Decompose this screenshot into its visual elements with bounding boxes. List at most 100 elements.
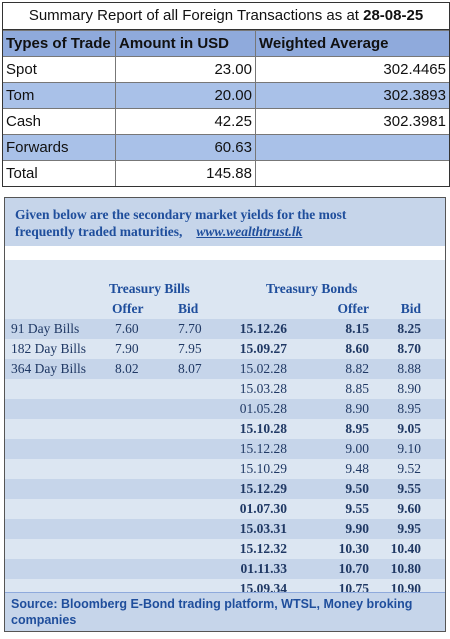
bond-offer: 8.90 [345,401,369,416]
bond-bid: 8.70 [397,341,421,356]
yield-row: 15.12.32 10.30 10.40 [5,539,445,559]
bond-bid: 9.10 [397,441,421,456]
bond-bid: 9.60 [397,501,421,516]
yield-rows: 91 Day Bills 7.60 7.70 15.12.26 8.15 8.25 182 … [5,319,445,599]
yield-row: 182 Day Bills 7.90 7.95 15.09.27 8.60 8.70 [5,339,445,359]
fx-row-total: Total 145.88 [3,160,449,186]
yields-intro: Given below are the secondary market yie… [5,198,445,246]
source-line2: companies [11,613,77,627]
bill-name: 182 Day Bills [11,341,87,356]
bond-offer: 8.15 [345,321,369,336]
bond-bid: 8.88 [397,361,421,376]
bond-maturity: 15.12.32 [239,541,287,556]
trade-amount: 145.88 [116,161,256,186]
yield-row: 15.10.29 9.48 9.52 [5,459,445,479]
fx-summary-title: Summary Report of all Foreign Transactio… [3,3,449,30]
bill-offer: 7.60 [115,321,139,336]
bond-offer: 9.48 [345,461,369,476]
bond-offer: 10.70 [338,561,369,576]
trade-amount: 23.00 [116,57,256,82]
yield-row: 01.07.30 9.55 9.60 [5,499,445,519]
bond-bid: 8.95 [397,401,421,416]
bond-maturity: 15.10.29 [239,461,287,476]
bond-maturity: 15.02.28 [239,361,287,376]
trade-amount: 42.25 [116,109,256,134]
yields-intro-line2: frequently traded maturities, [15,224,183,239]
trade-type: Total [3,161,116,186]
bill-bid: 7.95 [178,341,202,356]
bond-maturity: 15.03.28 [239,381,287,396]
trade-type: Spot [3,57,116,82]
spacer-band [5,260,445,279]
bond-offer: 9.50 [345,481,369,496]
trade-amount: 60.63 [116,135,256,160]
yield-row: 15.03.28 8.85 8.90 [5,379,445,399]
yields-heading-row: Treasury Bills Treasury Bonds [5,279,445,299]
bond-maturity: 15.12.29 [239,481,287,496]
yield-row: 91 Day Bills 7.60 7.70 15.12.26 8.15 8.25 [5,319,445,339]
bond-maturity: 15.10.28 [239,421,287,436]
bills-offer-label: Offer [112,301,144,316]
bond-maturity: 15.09.27 [239,341,287,356]
bill-bid: 7.70 [178,321,202,336]
bond-maturity: 01.05.28 [239,401,287,416]
trade-wavg: 302.4465 [383,61,446,78]
fx-row-cash: Cash 42.25 302.3981 [3,108,449,134]
bill-name: 364 Day Bills [11,361,87,376]
bill-bid: 8.07 [178,361,202,376]
bond-maturity: 01.11.33 [240,561,287,576]
bonds-bid-label: Bid [400,301,421,316]
bond-bid: 9.95 [397,521,421,536]
trade-amount: 20.00 [116,83,256,108]
bills-bid-label: Bid [178,301,199,316]
yields-subheading-row: Offer Bid Offer Bid [5,299,445,319]
trade-wavg [256,135,449,160]
bond-bid: 9.05 [397,421,421,436]
wealthtrust-link[interactable]: www.wealthtrust.lk [196,224,303,239]
fx-summary-date: 28-08-25 [363,7,424,24]
yield-row: 15.10.28 8.95 9.05 [5,419,445,439]
yields-source: Source: Bloomberg E-Bond trading platfor… [5,592,445,631]
col-header-type: Types of Trade [3,31,116,56]
bond-offer: 9.90 [345,521,369,536]
fx-header-row: Types of Trade Amount in USD Weighted Av… [3,30,449,56]
bond-offer: 8.60 [345,341,369,356]
fx-summary-table: Summary Report of all Foreign Transactio… [2,2,450,187]
bond-offer: 9.00 [345,441,369,456]
col-header-wavg: Weighted Average [259,35,389,52]
spacer [5,246,445,260]
bill-name: 91 Day Bills [11,321,80,336]
yield-row: 01.11.33 10.70 10.80 [5,559,445,579]
bond-maturity: 15.03.31 [239,521,287,536]
fx-summary-title-text: Summary Report of all Foreign Transactio… [28,7,359,24]
fx-row-spot: Spot 23.00 302.4465 [3,56,449,82]
bill-offer: 8.02 [115,361,139,376]
trade-wavg [256,161,449,186]
yields-intro-line1: Given below are the secondary market yie… [15,207,347,222]
trade-wavg: 302.3981 [383,113,446,130]
bond-bid: 8.25 [397,321,421,336]
treasury-bonds-heading: Treasury Bonds [266,281,358,296]
col-header-amount: Amount in USD [116,31,256,56]
bill-offer: 7.90 [115,341,139,356]
fx-row-forwards: Forwards 60.63 [3,134,449,160]
yield-row: 01.05.28 8.90 8.95 [5,399,445,419]
trade-type: Tom [3,83,116,108]
yield-row: 15.12.29 9.50 9.55 [5,479,445,499]
bond-bid: 8.90 [397,381,421,396]
bond-bid: 10.40 [390,541,421,556]
bond-bid: 9.52 [397,461,421,476]
bonds-offer-label: Offer [337,301,369,316]
source-line1: Source: Bloomberg E-Bond trading platfor… [11,597,413,611]
yield-row: 364 Day Bills 8.02 8.07 15.02.28 8.82 8.88 [5,359,445,379]
bond-bid: 10.80 [390,561,421,576]
yield-row: 15.03.31 9.90 9.95 [5,519,445,539]
fx-row-tom: Tom 20.00 302.3893 [3,82,449,108]
bond-offer: 8.85 [345,381,369,396]
secondary-market-yields-panel: Given below are the secondary market yie… [4,197,446,632]
bond-offer: 8.95 [345,421,369,436]
yield-row: 15.12.28 9.00 9.10 [5,439,445,459]
treasury-bills-heading: Treasury Bills [109,281,190,296]
bond-bid: 9.55 [397,481,421,496]
trade-wavg: 302.3893 [383,87,446,104]
